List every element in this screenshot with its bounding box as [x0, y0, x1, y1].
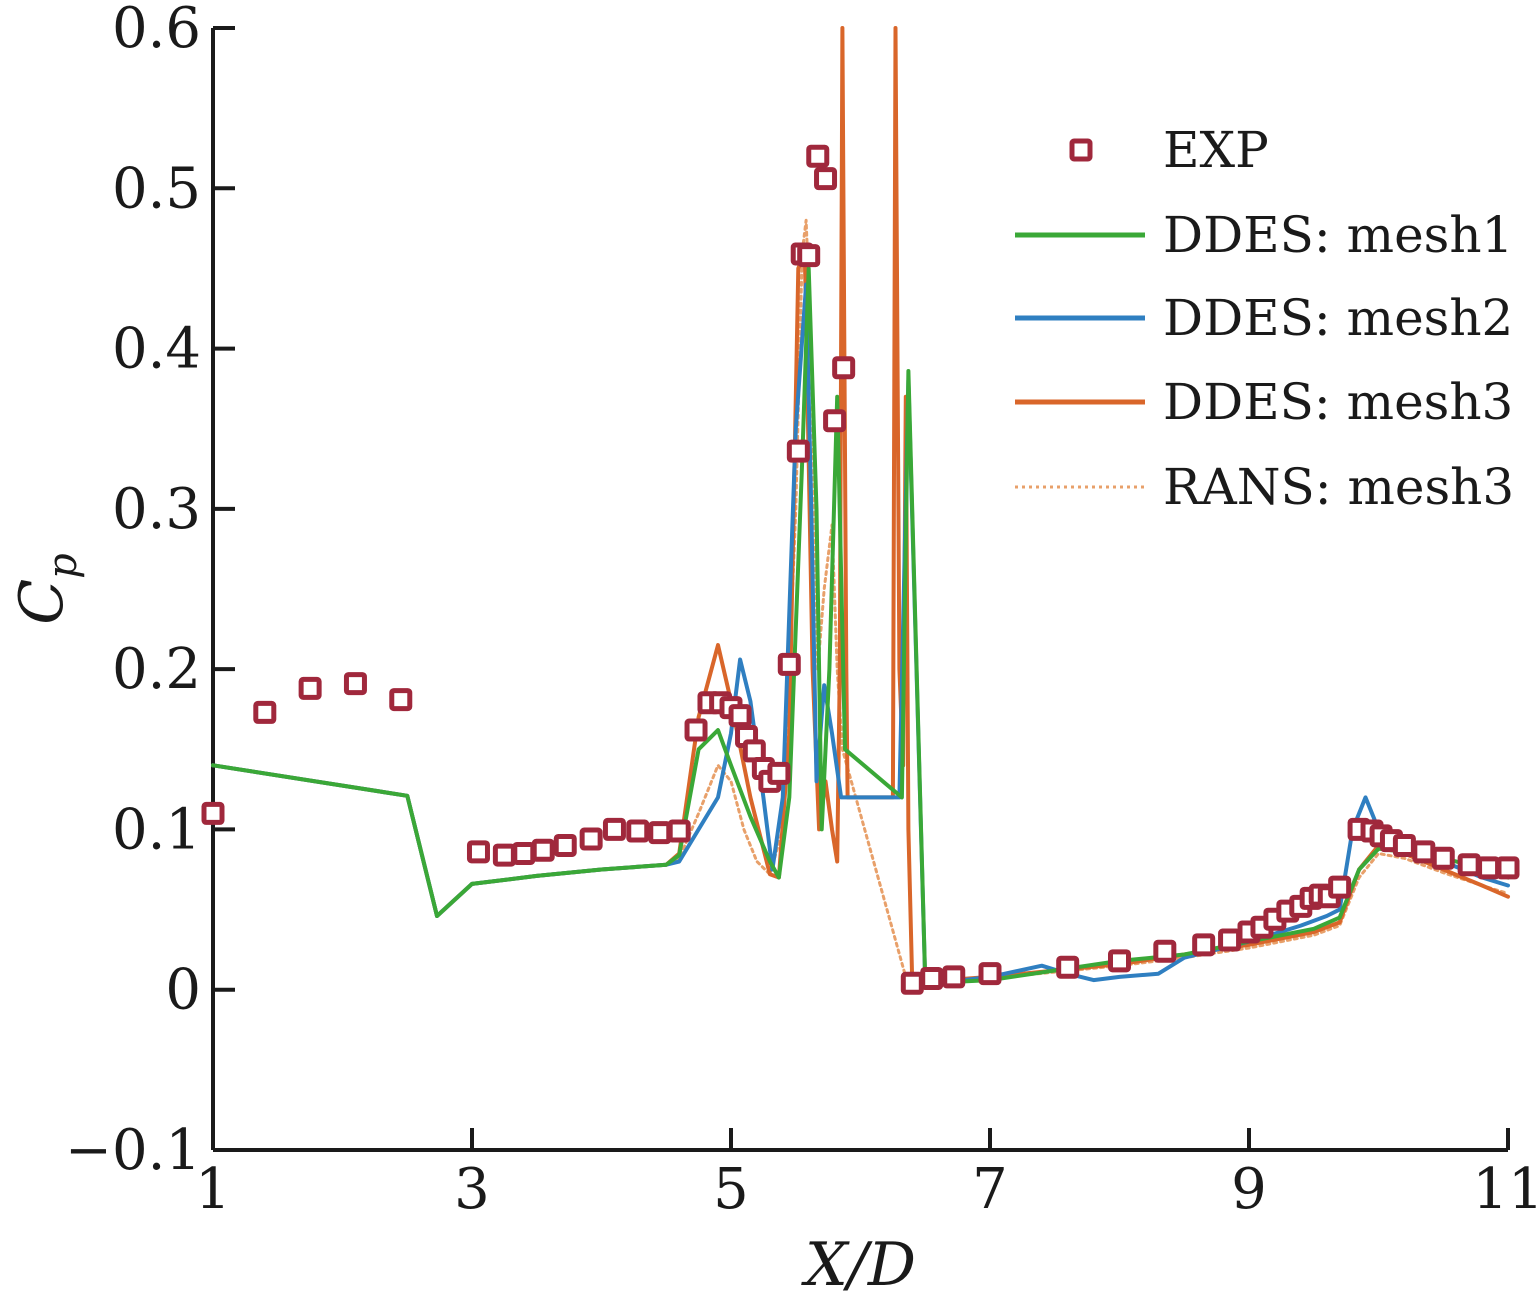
ddes-mesh1-line [211, 266, 1510, 986]
exp-point [728, 704, 752, 728]
exp-point [1192, 933, 1216, 957]
x-tick-label: 11 [1472, 1157, 1537, 1222]
exp-point [579, 827, 603, 851]
exp-point [814, 167, 838, 191]
exp-point [920, 966, 944, 990]
y-axis-label-subscript: p [40, 553, 86, 579]
exp-point [1392, 833, 1416, 857]
exp-point [602, 817, 626, 841]
exp-point [492, 843, 516, 867]
exp-point [786, 439, 810, 463]
legend-ddes-mesh1-label: DDES: mesh1 [1163, 206, 1513, 264]
y-axis-label-main: C [7, 579, 77, 625]
x-tick-label: 5 [713, 1157, 749, 1222]
exp-point [767, 761, 791, 785]
exp-point [684, 718, 708, 742]
legend-rans-mesh3-label: RANS: mesh3 [1163, 458, 1514, 516]
exp-point [777, 652, 801, 676]
exp-point [978, 962, 1002, 986]
ddes-mesh3-line [211, 26, 1510, 987]
legend: EXP DDES: mesh1 DDES: mesh2 DDES: mesh3 RANS… [1015, 121, 1514, 516]
exp-point [1108, 949, 1131, 973]
exp-point [343, 672, 367, 696]
exp-point [806, 144, 830, 168]
exp-point [553, 833, 577, 857]
exp-point [531, 838, 555, 862]
exp-point [1457, 853, 1481, 877]
y-tick-label: 0 [165, 958, 201, 1023]
exp-point [1431, 846, 1455, 870]
y-tick-label: 0.5 [112, 156, 201, 221]
exp-point [1056, 955, 1080, 979]
exp-point [942, 965, 966, 989]
y-tick-label: −0.1 [65, 1118, 201, 1183]
exp-point [1153, 939, 1177, 963]
exp-point [1218, 928, 1242, 952]
exp-point [648, 821, 672, 845]
exp-point [626, 819, 650, 843]
exp-point [1496, 856, 1520, 880]
exp-point [823, 409, 847, 433]
exp-point [298, 676, 322, 700]
legend-ddes-mesh3-label: DDES: mesh3 [1163, 373, 1513, 431]
exp-point [466, 840, 490, 864]
exp-point [667, 819, 691, 843]
x-tick-label: 1 [195, 1157, 231, 1222]
exp-point [900, 971, 924, 995]
exp-point [389, 688, 413, 712]
exp-point [1412, 840, 1436, 864]
exp-point [201, 801, 225, 825]
x-tick-label: 9 [1231, 1157, 1267, 1222]
x-tick-label: 7 [972, 1157, 1008, 1222]
exp-point [797, 244, 821, 268]
legend-ddes-mesh2-label: DDES: mesh2 [1163, 289, 1513, 347]
y-axis-label: Cp [7, 553, 86, 625]
x-axis-label: X/D [801, 1230, 916, 1299]
ddes-mesh2-line [211, 282, 1510, 987]
exp-point [253, 700, 277, 724]
series-layer [201, 26, 1520, 995]
y-tick-label: 0.1 [112, 797, 201, 862]
y-tick-label: 0.3 [112, 477, 201, 542]
x-tick-label: 3 [454, 1157, 490, 1222]
exp-point [1328, 875, 1352, 899]
legend-exp-marker [1069, 138, 1093, 162]
y-tick-label: 0.4 [112, 317, 201, 382]
legend-exp-label: EXP [1163, 121, 1269, 179]
y-tick-label: 0.6 [112, 0, 201, 61]
y-tick-label: 0.2 [112, 637, 201, 702]
axes: −0.1 0 0.1 0.2 0.3 0.4 0.5 0.6 1 3 5 7 9 11 [65, 0, 1537, 1222]
exp-point [512, 841, 536, 865]
exp-point [832, 356, 856, 380]
exp-point [1477, 856, 1501, 880]
